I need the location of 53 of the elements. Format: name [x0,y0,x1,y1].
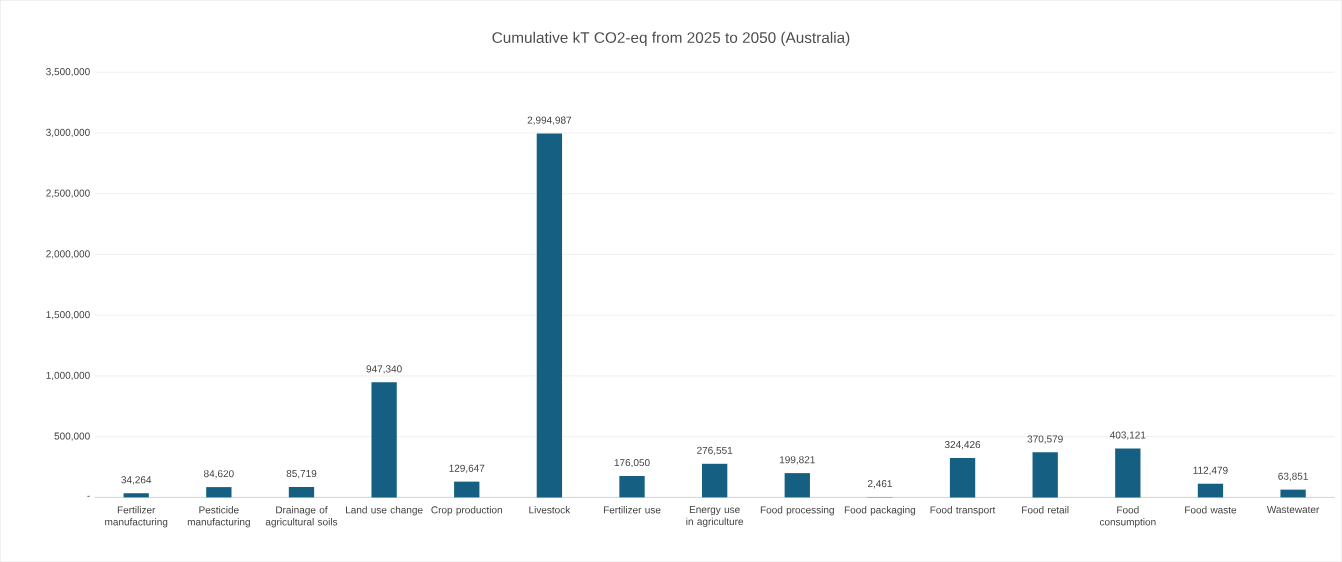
bar [1032,452,1058,498]
data-label: 129,647 [449,464,485,473]
x-tick-label: Fertilizer manufacturing [105,505,168,528]
bar [1115,448,1141,498]
x-tick-label: Food waste [1185,505,1237,514]
bar [619,475,645,498]
data-label: 112,479 [1193,466,1228,475]
data-label: 947,340 [366,365,402,374]
x-tick-label: Food consumption [1099,505,1156,528]
bar [206,486,232,498]
data-label: 34,264 [121,476,152,485]
data-label: 176,050 [614,458,650,468]
x-tick-label: Pesticide manufacturing [187,505,250,528]
x-tick-label: Land use change [346,505,423,516]
data-label: 2,461 [867,479,892,489]
bar [123,493,149,498]
x-tick-label: Crop production [431,505,502,516]
data-label: 403,121 [1109,431,1146,440]
data-label: 199,821 [779,456,815,465]
x-tick-label: Drainage of agricultural soils [265,505,338,528]
x-tick-label: Food packaging [844,505,916,516]
bar [288,486,315,498]
bar [454,481,480,498]
y-tick-label: 500,000 [54,432,90,441]
y-tick-label: 2,500,000 [46,189,90,198]
y-tick-label: 2,000,000 [46,250,90,259]
chart-title: Cumulative kT CO2-eq from 2025 to 2050 (Australia) [492,31,850,46]
y-tick-label: 1,000,000 [46,371,90,380]
y-tick-label: - [87,495,90,497]
x-tick-label: Fertilizer use [603,505,661,514]
x-tick-label: Livestock [529,505,571,514]
x-tick-label: Energy use in agriculture [686,505,744,527]
y-tick-label: 3,500,000 [46,67,90,77]
x-tick-label: Food retail [1022,505,1069,514]
bar [949,457,976,498]
data-label: 370,579 [1027,435,1063,444]
bar [784,472,810,498]
y-tick-label: 3,000,000 [46,128,90,137]
x-tick-label: Food processing [760,505,834,516]
data-label: 84,620 [204,470,234,479]
data-label: 2,994,987 [527,116,572,125]
data-label: 324,426 [944,440,981,450]
x-tick-label: Food transport [930,505,996,516]
data-label: 85,719 [286,469,317,479]
bar [536,133,563,498]
data-label: 63,851 [1278,472,1308,481]
x-tick-label: Wastewater [1266,505,1320,513]
bar [1197,483,1224,498]
bar [371,382,397,498]
bar [1280,489,1306,498]
y-tick-label: 1,500,000 [46,310,90,320]
data-label: 276,551 [697,446,733,455]
bar [701,463,728,498]
